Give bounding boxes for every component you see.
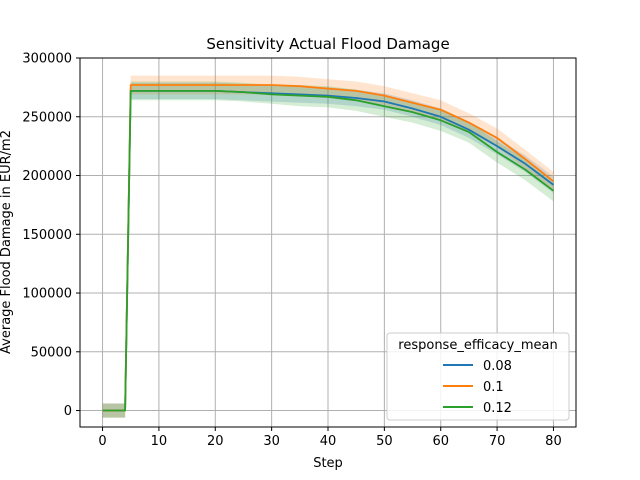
legend-label-0.08: 0.08 bbox=[483, 359, 512, 374]
legend-items: 0.08 0.1 0.12 bbox=[443, 359, 512, 416]
y-tick-label: 200000 bbox=[22, 169, 72, 184]
y-tick-label: 100000 bbox=[22, 287, 72, 302]
x-tick-label: 20 bbox=[207, 434, 224, 449]
legend: response_efficacy_mean 0.08 0.1 0.12 bbox=[386, 332, 570, 421]
series-line-0.12 bbox=[102, 90, 555, 412]
y-axis-ticks: 0 50000 100000 150000 200000 250000 300000 bbox=[22, 52, 80, 419]
x-tick-label: 0 bbox=[98, 434, 106, 449]
y-tick-label: 300000 bbox=[22, 52, 72, 67]
legend-label-0.1: 0.1 bbox=[483, 380, 504, 395]
x-tick-label: 10 bbox=[151, 434, 168, 449]
series-line-0.1 bbox=[102, 84, 555, 412]
y-tick-label: 150000 bbox=[22, 228, 72, 243]
chart-title: Sensitivity Actual Flood Damage bbox=[206, 35, 449, 53]
x-axis-label: Step bbox=[313, 456, 343, 471]
y-tick-label: 0 bbox=[64, 404, 72, 419]
y-axis-label: Average Flood Damage in EUR/m2 bbox=[0, 130, 14, 354]
x-tick-label: 40 bbox=[320, 434, 337, 449]
x-tick-label: 30 bbox=[263, 434, 280, 449]
y-tick-label: 50000 bbox=[31, 345, 72, 360]
x-tick-label: 50 bbox=[376, 434, 393, 449]
x-tick-label: 70 bbox=[489, 434, 506, 449]
legend-label-0.12: 0.12 bbox=[483, 401, 512, 416]
series-lines bbox=[102, 84, 555, 412]
legend-box bbox=[386, 332, 570, 421]
legend-title: response_efficacy_mean bbox=[398, 338, 557, 353]
x-axis-ticks: 0 10 20 30 40 50 60 70 80 bbox=[98, 427, 562, 449]
x-tick-label: 60 bbox=[432, 434, 449, 449]
x-tick-label: 80 bbox=[545, 434, 562, 449]
y-tick-label: 250000 bbox=[22, 110, 72, 125]
